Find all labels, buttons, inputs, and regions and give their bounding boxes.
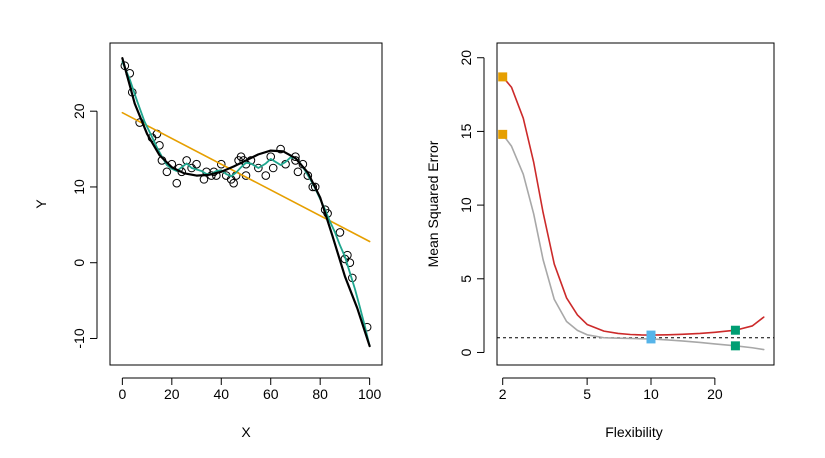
linear-fit-test-marker bbox=[498, 72, 508, 82]
scatter-point bbox=[310, 182, 320, 192]
left-axes: 0 20 40 60 80 100 -10 0 10 20 bbox=[71, 103, 382, 402]
left-plot-frame bbox=[109, 42, 383, 366]
right-y-tick-label: 0 bbox=[458, 348, 474, 356]
scatter-point bbox=[216, 159, 226, 169]
right-y-tick-label: 10 bbox=[458, 197, 474, 213]
left-x-tick-label: 100 bbox=[358, 386, 382, 402]
right-x-tick-label: 2 bbox=[499, 386, 507, 402]
scatter-point bbox=[199, 175, 209, 184]
scatter-point bbox=[266, 152, 276, 161]
right-plot-frame bbox=[496, 42, 775, 366]
right-data-marks bbox=[497, 72, 774, 351]
scatter-point bbox=[261, 171, 271, 180]
right-axes: 2 5 10 20 0 5 10 15 20 bbox=[458, 50, 723, 402]
left-data-marks bbox=[120, 57, 372, 348]
moderate-fit-training-marker bbox=[646, 334, 656, 344]
right-x-tick-label: 10 bbox=[643, 386, 659, 402]
left-x-tick-label: 80 bbox=[312, 386, 328, 402]
test-mse-curve bbox=[501, 76, 765, 336]
right-x-axis-title: Flexibility bbox=[605, 424, 663, 440]
scatter-point bbox=[293, 167, 303, 177]
left-y-tick-label: 20 bbox=[71, 103, 87, 119]
scatter-point bbox=[335, 228, 345, 237]
scatter-point bbox=[192, 159, 201, 169]
scatter-point bbox=[276, 144, 285, 154]
right-mse-panel: 2 5 10 20 0 5 10 15 20 Flexibility Mean Squared … bbox=[425, 42, 775, 440]
left-y-axis-title: Y bbox=[33, 199, 49, 209]
left-y-tick-label: 0 bbox=[71, 259, 87, 267]
left-y-tick-label: -10 bbox=[71, 328, 87, 348]
true-function-curve bbox=[121, 57, 371, 348]
left-x-tick-label: 0 bbox=[118, 386, 126, 402]
right-y-tick-label: 20 bbox=[458, 50, 474, 66]
right-y-tick-label: 5 bbox=[458, 275, 474, 283]
left-x-axis-title: X bbox=[241, 424, 251, 440]
flexible-fit-training-marker bbox=[730, 341, 740, 351]
linear-fit-training-marker bbox=[498, 129, 508, 139]
linear-fit-line bbox=[121, 111, 371, 243]
right-y-axis-title: Mean Squared Error bbox=[425, 140, 441, 267]
left-y-tick-label: 10 bbox=[71, 179, 87, 195]
smooth-spline-curve bbox=[121, 61, 371, 347]
scatter-point bbox=[254, 163, 263, 173]
scatter-point bbox=[291, 156, 300, 165]
scatter-point bbox=[162, 167, 172, 177]
left-x-tick-label: 20 bbox=[164, 386, 180, 402]
left-x-tick-label: 40 bbox=[213, 386, 229, 402]
right-x-tick-label: 20 bbox=[707, 386, 723, 402]
right-x-tick-label: 5 bbox=[583, 386, 591, 402]
left-x-tick-label: 60 bbox=[263, 386, 279, 402]
training-mse-curve bbox=[501, 133, 765, 351]
scatter-point bbox=[172, 178, 182, 188]
left-scatter-panel: 0 20 40 60 80 100 -10 0 10 20 X Y bbox=[33, 42, 383, 440]
scatter-point bbox=[268, 163, 278, 173]
scatter-point bbox=[229, 178, 238, 188]
flexible-fit-test-marker bbox=[730, 325, 740, 335]
right-y-tick-label: 15 bbox=[458, 123, 474, 139]
